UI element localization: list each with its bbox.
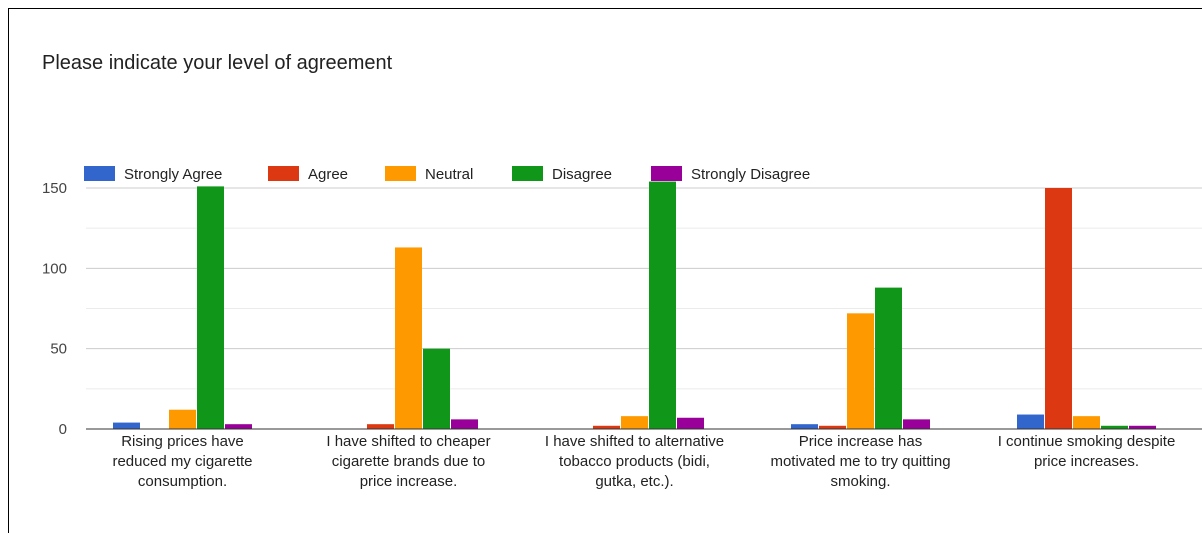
y-tick-label: 100 xyxy=(42,260,67,277)
x-category-label: I continue smoking despite xyxy=(998,433,1176,450)
y-tick-label: 0 xyxy=(59,421,67,438)
bar xyxy=(791,424,818,429)
bar xyxy=(395,247,422,429)
legend-label: Neutral xyxy=(425,166,473,183)
x-category-label: Rising prices have xyxy=(121,433,244,450)
y-tick-label: 150 xyxy=(42,180,67,197)
gridlines xyxy=(86,188,1202,389)
legend-swatch xyxy=(512,166,543,181)
bar xyxy=(621,416,648,429)
y-tick-label: 50 xyxy=(50,341,67,358)
bars xyxy=(113,182,1156,429)
bar xyxy=(847,313,874,429)
x-category-label: price increases. xyxy=(1034,453,1139,470)
legend-swatch xyxy=(651,166,682,181)
legend-label: Disagree xyxy=(552,166,612,183)
bar xyxy=(1073,416,1100,429)
bar xyxy=(113,423,140,429)
legend-swatch xyxy=(268,166,299,181)
x-category-label: tobacco products (bidi, xyxy=(559,453,710,470)
x-category-label: gutka, etc.). xyxy=(595,473,673,490)
bar xyxy=(169,410,196,429)
x-category-label: consumption. xyxy=(138,473,227,490)
legend-swatch xyxy=(385,166,416,181)
x-category-label: motivated me to try quitting xyxy=(770,453,950,470)
x-category-label: reduced my cigarette xyxy=(112,453,252,470)
bar xyxy=(367,424,394,429)
legend-label: Strongly Agree xyxy=(124,166,222,183)
bar xyxy=(903,419,930,429)
bar xyxy=(677,418,704,429)
x-category-label: I have shifted to alternative xyxy=(545,433,724,450)
y-axis: 0 50 100 150 xyxy=(42,180,67,438)
bar xyxy=(197,186,224,429)
x-category-label: price increase. xyxy=(360,473,458,490)
bar xyxy=(875,288,902,429)
legend: Strongly Agree Agree Neutral Disagree Strong… xyxy=(84,166,810,183)
x-category-label: I have shifted to cheaper xyxy=(326,433,490,450)
bar xyxy=(1017,415,1044,429)
x-category-label: smoking. xyxy=(830,473,890,490)
bar xyxy=(225,424,252,429)
legend-label: Agree xyxy=(308,166,348,183)
legend-swatch xyxy=(84,166,115,181)
bar xyxy=(649,182,676,429)
legend-label: Strongly Disagree xyxy=(691,166,810,183)
x-category-label: Price increase has xyxy=(799,433,922,450)
bar xyxy=(423,349,450,429)
x-category-label: cigarette brands due to xyxy=(332,453,485,470)
bar xyxy=(451,419,478,429)
x-axis: Rising prices have reduced my cigarette co… xyxy=(86,429,1202,490)
bar xyxy=(1045,188,1072,429)
